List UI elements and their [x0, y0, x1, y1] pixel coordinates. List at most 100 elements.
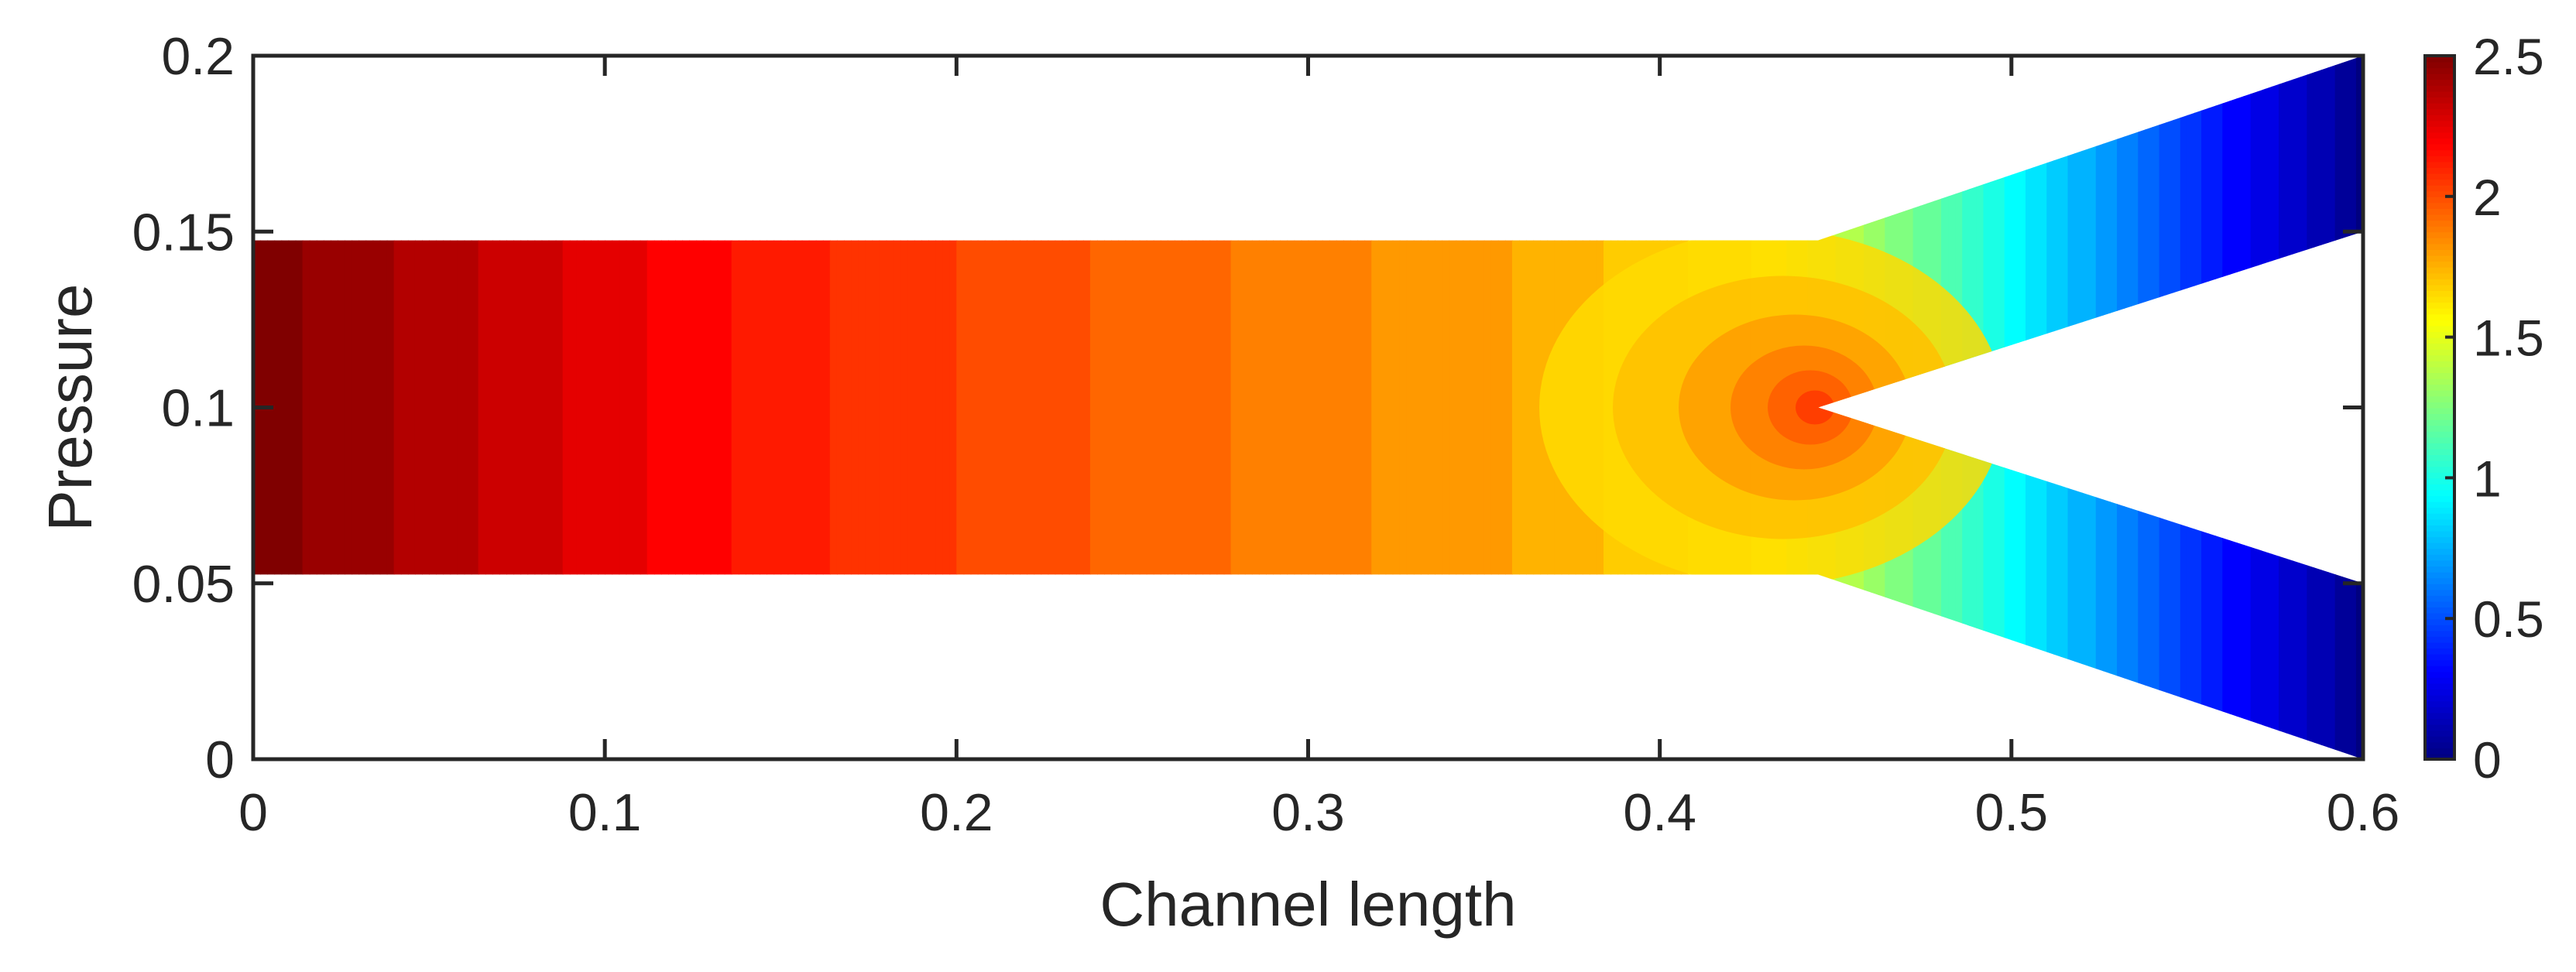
field-band: [345, 56, 353, 759]
colorbar-step: [2425, 331, 2454, 338]
field-band: [767, 56, 775, 759]
colorbar-step: [2425, 354, 2454, 361]
field-band: [1266, 56, 1274, 759]
colorbar-step: [2425, 671, 2454, 678]
colorbar-step: [2425, 489, 2454, 497]
colorbar-step: [2425, 114, 2454, 122]
field-band: [949, 56, 958, 759]
field-band: [591, 56, 599, 759]
field-band: [2067, 56, 2076, 759]
x-tick-label: 0.2: [920, 783, 993, 842]
field-band: [2124, 56, 2132, 759]
field-band: [1926, 56, 1935, 759]
field-band: [2293, 56, 2301, 759]
colorbar: 0 0.5 1 1.5 2 2.5: [2423, 28, 2544, 789]
field-band: [2314, 56, 2322, 759]
field-band: [724, 56, 732, 759]
field-band: [464, 56, 472, 759]
field-band: [352, 56, 360, 759]
field-band: [1202, 56, 1211, 759]
field-band: [1343, 56, 1351, 759]
field-band: [1406, 56, 1415, 759]
field-band: [499, 56, 507, 759]
field-band: [1082, 56, 1091, 759]
field-band: [2236, 56, 2245, 759]
field-band: [1174, 56, 1182, 759]
colorbar-step: [2425, 706, 2454, 714]
field-band: [295, 56, 304, 759]
field-band: [1041, 56, 1049, 759]
field-band: [963, 56, 972, 759]
field-band: [443, 56, 451, 759]
field-band: [1104, 56, 1113, 759]
field-band: [2074, 56, 2083, 759]
colorbar-frame: [2423, 54, 2456, 761]
field-band: [1885, 56, 1893, 759]
field-band: [921, 56, 929, 759]
colorbar-step: [2425, 278, 2454, 286]
field-band: [900, 56, 908, 759]
field-band: [1048, 56, 1056, 759]
field-band: [956, 56, 965, 759]
field-band: [1005, 56, 1014, 759]
colorbar-step: [2425, 735, 2454, 743]
field-band: [1280, 56, 1288, 759]
field-band: [1364, 56, 1373, 759]
field-band: [858, 56, 866, 759]
field-band: [2194, 56, 2203, 759]
field-band: [653, 56, 662, 759]
colorbar-step: [2425, 530, 2454, 538]
field-band: [1139, 56, 1147, 759]
colorbar-step: [2425, 401, 2454, 409]
field-band: [2046, 56, 2055, 759]
colorbar-step: [2425, 120, 2454, 127]
field-band: [1273, 56, 1281, 759]
field-band: [731, 56, 739, 759]
field-band: [2032, 56, 2041, 759]
colorbar-step: [2425, 407, 2454, 415]
field-band: [851, 56, 859, 759]
field-band: [1857, 56, 1865, 759]
field-band: [1378, 56, 1387, 759]
field-band: [1167, 56, 1175, 759]
colorbar-step: [2425, 419, 2454, 426]
field-band: [1315, 56, 1323, 759]
field-band: [844, 56, 852, 759]
x-tick-label: 0.5: [1975, 783, 2049, 842]
x-tick-label: 0: [238, 783, 268, 842]
field-band: [1484, 56, 1492, 759]
field-band: [738, 56, 746, 759]
field-band: [457, 56, 465, 759]
colorbar-step: [2425, 589, 2454, 596]
field-band: [780, 56, 789, 759]
field-band: [1511, 56, 1520, 759]
field-band: [555, 56, 564, 759]
colorbar-step: [2425, 560, 2454, 567]
field-band: [822, 56, 831, 759]
field-band: [429, 56, 437, 759]
field-band: [1413, 56, 1422, 759]
field-band: [1997, 56, 2005, 759]
field-band: [569, 56, 578, 759]
field-band: [1976, 56, 1984, 759]
field-band: [647, 56, 655, 759]
colorbar-step: [2425, 594, 2454, 602]
field-band: [914, 56, 922, 759]
colorbar-step: [2425, 442, 2454, 450]
field-band: [1871, 56, 1879, 759]
field-band: [633, 56, 641, 759]
field-band: [2286, 56, 2294, 759]
colorbar-step: [2425, 536, 2454, 543]
field-band: [1223, 56, 1232, 759]
colorbar-step: [2425, 132, 2454, 139]
colorbar-step: [2425, 571, 2454, 579]
colorbar-step: [2425, 430, 2454, 438]
colorbar-step: [2425, 272, 2454, 279]
colorbar-step: [2425, 179, 2454, 186]
field-band: [492, 56, 500, 759]
colorbar-step: [2425, 724, 2454, 731]
colorbar-step: [2425, 454, 2454, 461]
colorbar-step: [2425, 360, 2454, 368]
colorbar-tick-label: 1: [2473, 450, 2502, 507]
field-band: [1125, 56, 1134, 759]
